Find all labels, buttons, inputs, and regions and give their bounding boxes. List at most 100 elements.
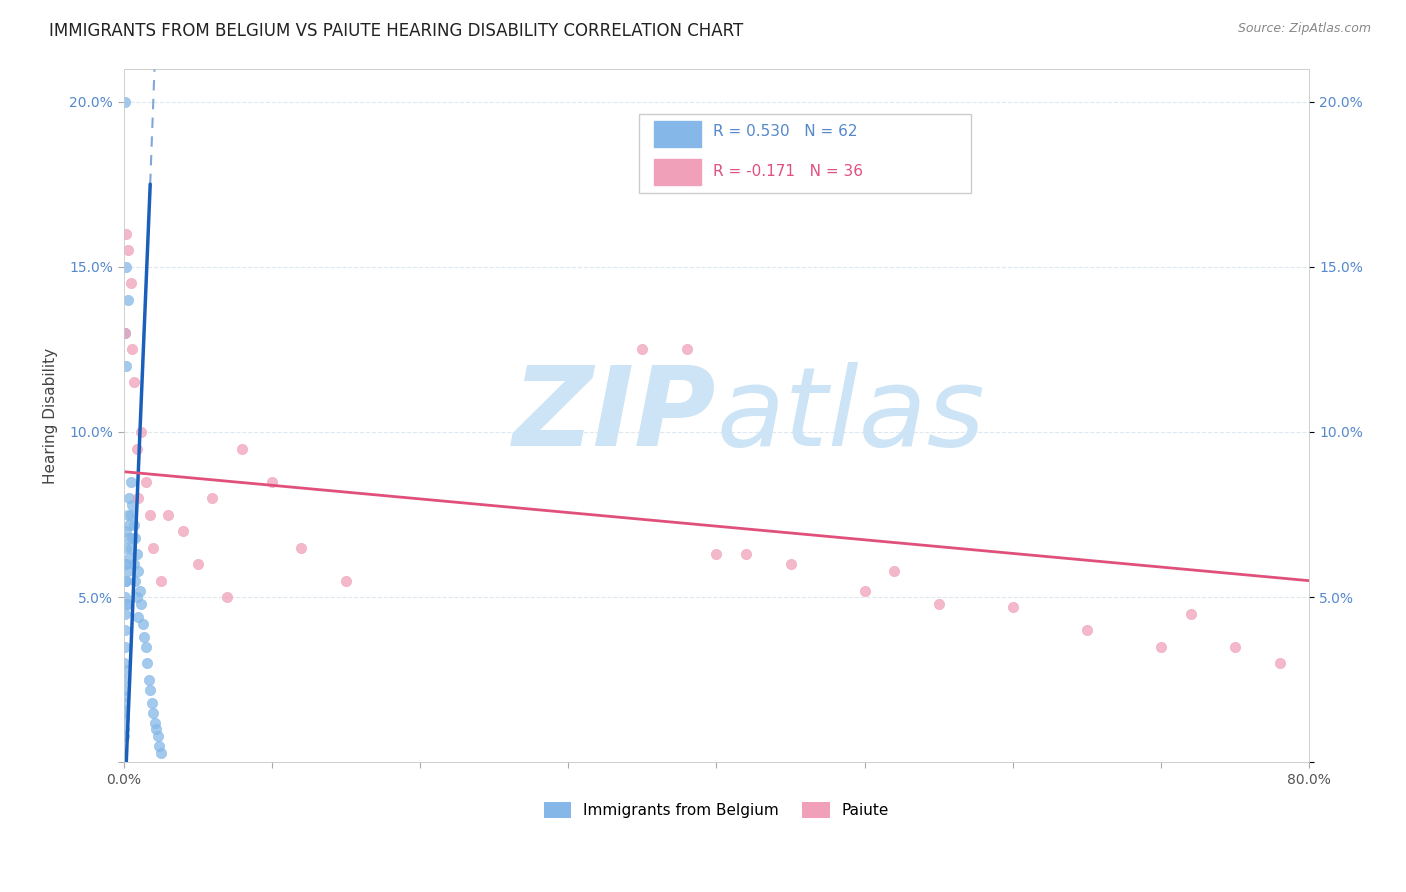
Point [131,425,153,439]
Point [115,557,138,571]
Point [118,550,141,565]
Text: R = -0.171   N = 36: R = -0.171 N = 36 [713,163,863,178]
Point [114,95,136,109]
Point [131,597,153,611]
Point [260,475,283,489]
Point [187,557,209,571]
Point [115,524,138,538]
Point [1225,640,1247,654]
Point [1268,657,1291,671]
Point [117,531,139,545]
Point [1150,640,1173,654]
FancyBboxPatch shape [654,120,702,147]
Point [146,729,169,743]
Point [1180,607,1202,621]
Point [735,547,758,561]
Point [141,696,163,710]
Point [114,591,136,605]
Point [114,607,136,621]
Point [149,746,172,760]
Point [112,702,135,716]
Point [125,442,148,456]
Point [290,541,312,555]
Point [335,574,357,588]
Point [138,673,160,687]
Point [114,574,136,588]
Point [1001,600,1024,615]
Point [120,475,142,489]
Point [124,531,146,545]
Point [142,541,165,555]
Point [114,663,136,677]
Point [114,624,136,638]
Point [117,564,139,578]
Point [201,491,224,505]
Point [121,531,143,545]
Point [115,359,138,373]
Point [120,508,142,522]
Point [128,583,150,598]
Point [114,326,136,340]
Point [148,739,170,753]
Point [114,557,136,571]
Point [127,564,149,578]
Point [120,277,142,291]
Point [125,591,148,605]
Legend: Immigrants from Belgium, Paiute: Immigrants from Belgium, Paiute [537,796,896,824]
Point [112,713,135,727]
Point [135,475,157,489]
Point [127,491,149,505]
Text: Source: ZipAtlas.com: Source: ZipAtlas.com [1237,22,1371,36]
Point [134,630,156,644]
Point [115,227,138,241]
Point [112,723,135,737]
Point [112,696,135,710]
Point [112,657,135,671]
Point [928,597,950,611]
Point [127,610,149,624]
Point [112,706,135,720]
Point [631,343,654,357]
Point [122,376,145,390]
Point [779,557,801,571]
Point [120,541,142,555]
Text: R = 0.530   N = 62: R = 0.530 N = 62 [713,125,858,139]
Point [112,673,135,687]
Y-axis label: Hearing Disability: Hearing Disability [44,347,58,483]
Point [114,326,136,340]
Point [114,640,136,654]
Point [706,547,728,561]
Point [1076,624,1098,638]
Point [118,491,141,505]
Point [135,640,157,654]
Point [122,557,145,571]
Point [117,244,139,258]
Point [136,657,159,671]
Point [143,715,166,730]
Point [139,508,162,522]
Point [142,706,165,720]
Point [121,343,143,357]
Point [115,541,138,555]
Point [675,343,697,357]
FancyBboxPatch shape [654,159,702,186]
Point [132,616,155,631]
Point [122,517,145,532]
Point [149,574,172,588]
Point [118,517,141,532]
Text: ZIP: ZIP [513,362,717,469]
Point [115,260,138,274]
Point [156,508,179,522]
Point [883,564,905,578]
Point [112,729,135,743]
Point [117,508,139,522]
Point [117,597,139,611]
Text: IMMIGRANTS FROM BELGIUM VS PAIUTE HEARING DISABILITY CORRELATION CHART: IMMIGRANTS FROM BELGIUM VS PAIUTE HEARIN… [49,22,744,40]
Point [145,723,167,737]
Text: atlas: atlas [717,362,986,469]
Point [172,524,194,538]
Point [139,682,162,697]
Point [112,690,135,704]
Point [112,682,135,697]
Point [117,293,139,307]
